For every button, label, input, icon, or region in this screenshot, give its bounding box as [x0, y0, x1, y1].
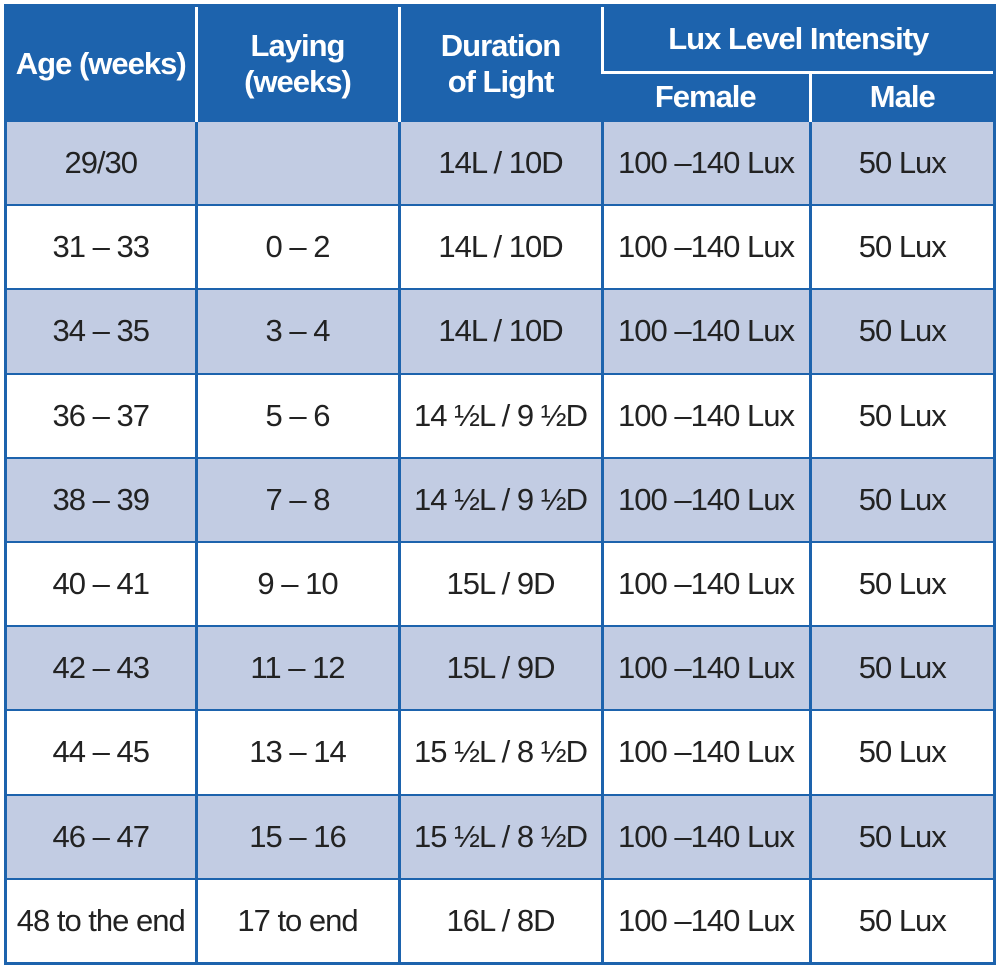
- cell-female: 100 –140 Lux: [600, 625, 810, 711]
- header-male: Male: [808, 72, 994, 121]
- cell-duration: 15 ½L / 8 ½D: [397, 709, 602, 795]
- cell-laying: 9 – 10: [194, 540, 399, 627]
- cell-laying: 0 – 2: [194, 204, 399, 290]
- cell-age: 38 – 39: [7, 456, 196, 542]
- cell-duration: 14L / 10D: [397, 288, 602, 374]
- header-age: Age (weeks): [7, 7, 196, 121]
- table-row: 44 – 45 13 – 14 15 ½L / 8 ½D 100 –140 Lux 50…: [7, 709, 994, 795]
- cell-duration: 14 ½L / 9 ½D: [397, 372, 602, 458]
- cell-female: 100 –140 Lux: [600, 288, 810, 374]
- cell-laying: 17 to end: [194, 877, 399, 962]
- cell-duration: 16L / 8D: [397, 877, 602, 962]
- cell-age: 34 – 35: [7, 288, 196, 374]
- cell-age: 36 – 37: [7, 372, 196, 458]
- cell-female: 100 –140 Lux: [600, 372, 810, 458]
- cell-male: 50 Lux: [808, 204, 994, 290]
- lighting-program-table-frame: Age (weeks) Laying (weeks) Duration of L…: [4, 4, 996, 965]
- cell-laying: 5 – 6: [194, 372, 399, 458]
- cell-male: 50 Lux: [808, 625, 994, 711]
- cell-female: 100 –140 Lux: [600, 709, 810, 795]
- lighting-program-table: Age (weeks) Laying (weeks) Duration of L…: [7, 7, 994, 962]
- cell-laying: 13 – 14: [194, 709, 399, 795]
- cell-male: 50 Lux: [808, 119, 994, 206]
- cell-age: 48 to the end: [7, 877, 196, 962]
- table-row: 40 – 41 9 – 10 15L / 9D 100 –140 Lux 50 Lux: [7, 540, 994, 627]
- cell-age: 29/30: [7, 119, 196, 206]
- cell-male: 50 Lux: [808, 709, 994, 795]
- header-lux-level-intensity: Lux Level Intensity: [600, 7, 994, 74]
- cell-male: 50 Lux: [808, 540, 994, 627]
- table-row: 48 to the end 17 to end 16L / 8D 100 –140 L…: [7, 877, 994, 962]
- table-row: 31 – 33 0 – 2 14L / 10D 100 –140 Lux 50 Lux: [7, 204, 994, 290]
- cell-female: 100 –140 Lux: [600, 877, 810, 962]
- cell-laying: 15 – 16: [194, 793, 399, 879]
- cell-laying: 11 – 12: [194, 625, 399, 711]
- cell-age: 31 – 33: [7, 204, 196, 290]
- table-row: 34 – 35 3 – 4 14L / 10D 100 –140 Lux 50 Lux: [7, 288, 994, 374]
- cell-laying: 3 – 4: [194, 288, 399, 374]
- cell-male: 50 Lux: [808, 456, 994, 542]
- cell-duration: 15L / 9D: [397, 625, 602, 711]
- cell-male: 50 Lux: [808, 877, 994, 962]
- cell-laying: 7 – 8: [194, 456, 399, 542]
- cell-age: 44 – 45: [7, 709, 196, 795]
- cell-duration: 14L / 10D: [397, 204, 602, 290]
- cell-male: 50 Lux: [808, 288, 994, 374]
- cell-female: 100 –140 Lux: [600, 119, 810, 206]
- table-row: 29/30 14L / 10D 100 –140 Lux 50 Lux: [7, 119, 994, 206]
- cell-female: 100 –140 Lux: [600, 456, 810, 542]
- cell-age: 40 – 41: [7, 540, 196, 627]
- cell-duration: 15 ½L / 8 ½D: [397, 793, 602, 879]
- cell-female: 100 –140 Lux: [600, 793, 810, 879]
- cell-male: 50 Lux: [808, 372, 994, 458]
- cell-male: 50 Lux: [808, 793, 994, 879]
- cell-laying: [194, 119, 399, 206]
- table-row: 36 – 37 5 – 6 14 ½L / 9 ½D 100 –140 Lux 50 L…: [7, 372, 994, 458]
- table-row: 46 – 47 15 – 16 15 ½L / 8 ½D 100 –140 Lux 50…: [7, 793, 994, 879]
- table-row: 42 – 43 11 – 12 15L / 9D 100 –140 Lux 50 Lux: [7, 625, 994, 711]
- table-body: 29/30 14L / 10D 100 –140 Lux 50 Lux 31 – 33 0…: [7, 119, 994, 962]
- cell-female: 100 –140 Lux: [600, 540, 810, 627]
- header-laying: Laying (weeks): [194, 7, 399, 121]
- cell-duration: 14L / 10D: [397, 119, 602, 206]
- cell-female: 100 –140 Lux: [600, 204, 810, 290]
- cell-age: 42 – 43: [7, 625, 196, 711]
- cell-duration: 15L / 9D: [397, 540, 602, 627]
- header-female: Female: [602, 72, 810, 121]
- header-duration: Duration of Light: [397, 7, 602, 121]
- table-header: Age (weeks) Laying (weeks) Duration of L…: [7, 7, 994, 121]
- cell-duration: 14 ½L / 9 ½D: [397, 456, 602, 542]
- table-row: 38 – 39 7 – 8 14 ½L / 9 ½D 100 –140 Lux 50 L…: [7, 456, 994, 542]
- cell-age: 46 – 47: [7, 793, 196, 879]
